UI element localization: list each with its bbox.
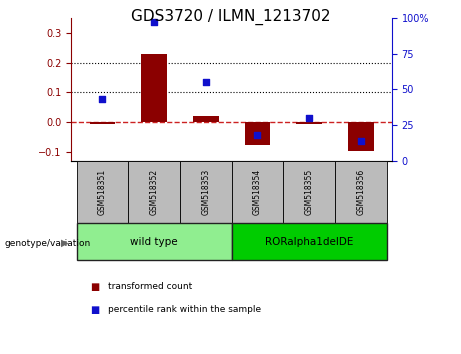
Text: GSM518351: GSM518351 <box>98 169 107 215</box>
Bar <box>180 161 231 223</box>
Text: RORalpha1delDE: RORalpha1delDE <box>265 236 353 247</box>
Bar <box>77 223 231 260</box>
Bar <box>296 122 322 124</box>
Text: GSM518354: GSM518354 <box>253 169 262 215</box>
Text: ■: ■ <box>90 305 99 315</box>
Bar <box>335 161 387 223</box>
Point <box>357 138 365 144</box>
Bar <box>193 116 219 122</box>
Bar <box>77 161 128 223</box>
Text: GSM518352: GSM518352 <box>150 169 159 215</box>
Bar <box>89 122 115 124</box>
Text: genotype/variation: genotype/variation <box>5 239 91 248</box>
Bar <box>128 161 180 223</box>
Text: ■: ■ <box>90 282 99 292</box>
Text: GSM518355: GSM518355 <box>305 169 313 215</box>
Bar <box>141 54 167 122</box>
Text: wild type: wild type <box>130 236 178 247</box>
Bar <box>284 161 335 223</box>
Point <box>254 132 261 138</box>
Bar <box>231 223 387 260</box>
Point <box>306 115 313 121</box>
Text: ▶: ▶ <box>61 238 68 248</box>
Text: transformed count: transformed count <box>108 282 193 291</box>
Bar <box>231 161 284 223</box>
Text: GSM518356: GSM518356 <box>356 169 366 215</box>
Point <box>202 79 209 85</box>
Text: GSM518353: GSM518353 <box>201 169 210 215</box>
Text: GDS3720 / ILMN_1213702: GDS3720 / ILMN_1213702 <box>131 9 330 25</box>
Point <box>150 19 158 25</box>
Text: percentile rank within the sample: percentile rank within the sample <box>108 305 261 314</box>
Bar <box>348 122 374 150</box>
Point <box>99 97 106 102</box>
Bar <box>245 122 271 145</box>
